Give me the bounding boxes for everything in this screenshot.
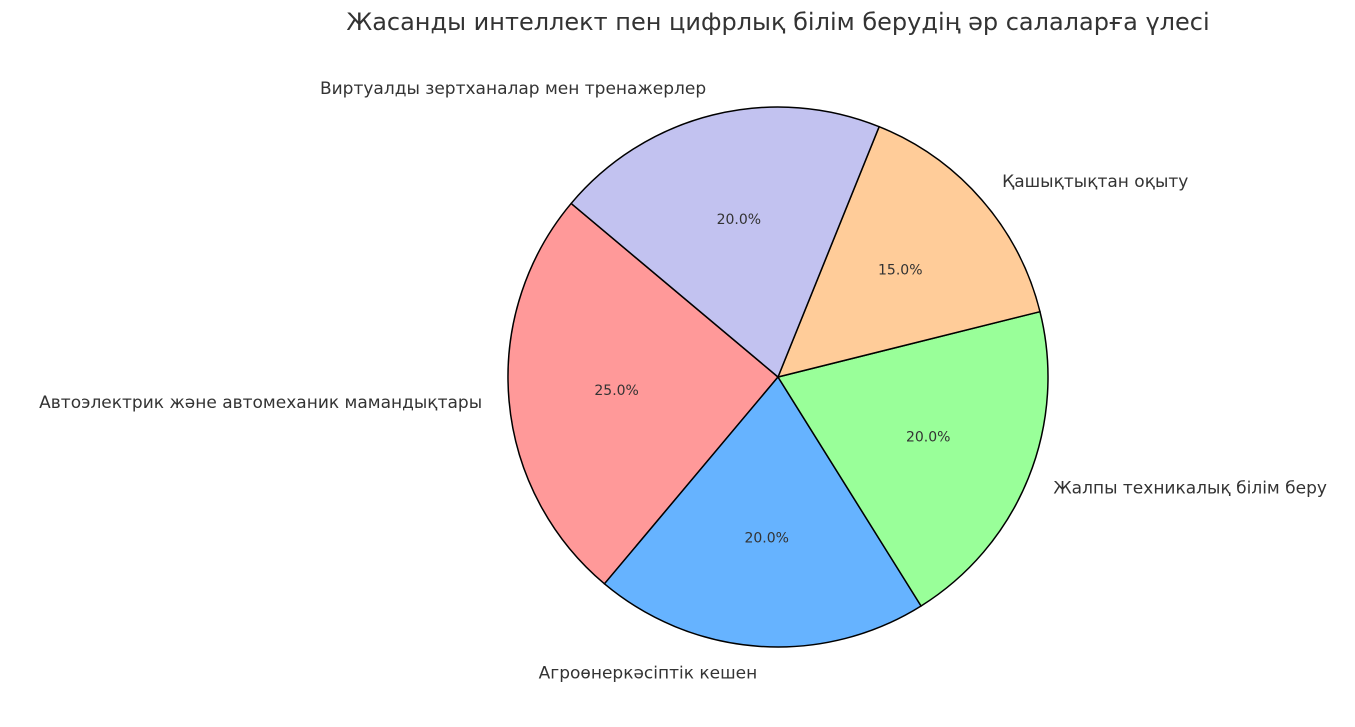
pie-slice (777, 125, 1041, 378)
percent-labels: 25.0% 20.0% 20.0% 15.0% 20.0% (594, 212, 950, 547)
pie-slice (570, 106, 880, 378)
slice-category-label: Автоэлектрик және автомеханик мамандықта… (39, 393, 482, 413)
slice-percent-label: 20.0% (744, 531, 788, 547)
slice-percent-label: 15.0% (878, 263, 922, 279)
pie-slice (507, 202, 779, 585)
slice-category-label: Агроөнеркәсіптік кешен (539, 663, 758, 683)
slice-category-label: Қашықтықтан оқыту (1002, 172, 1188, 192)
pie-slice (603, 376, 922, 648)
pie-slices (507, 106, 1049, 648)
slice-category-label: Жалпы техникалық білім беру (1053, 478, 1327, 498)
chart-title: Жасанды интеллект пен цифрлық білім беру… (346, 8, 1209, 36)
slice-percent-label: 20.0% (717, 212, 761, 228)
slice-percent-label: 25.0% (594, 383, 638, 399)
slice-labels: Автоэлектрик және автомеханик мамандықта… (39, 79, 1327, 683)
pie-slice (777, 310, 1049, 607)
slice-percent-label: 20.0% (906, 430, 950, 446)
slice-category-label: Виртуалды зертханалар мен тренажерлер (320, 79, 706, 99)
